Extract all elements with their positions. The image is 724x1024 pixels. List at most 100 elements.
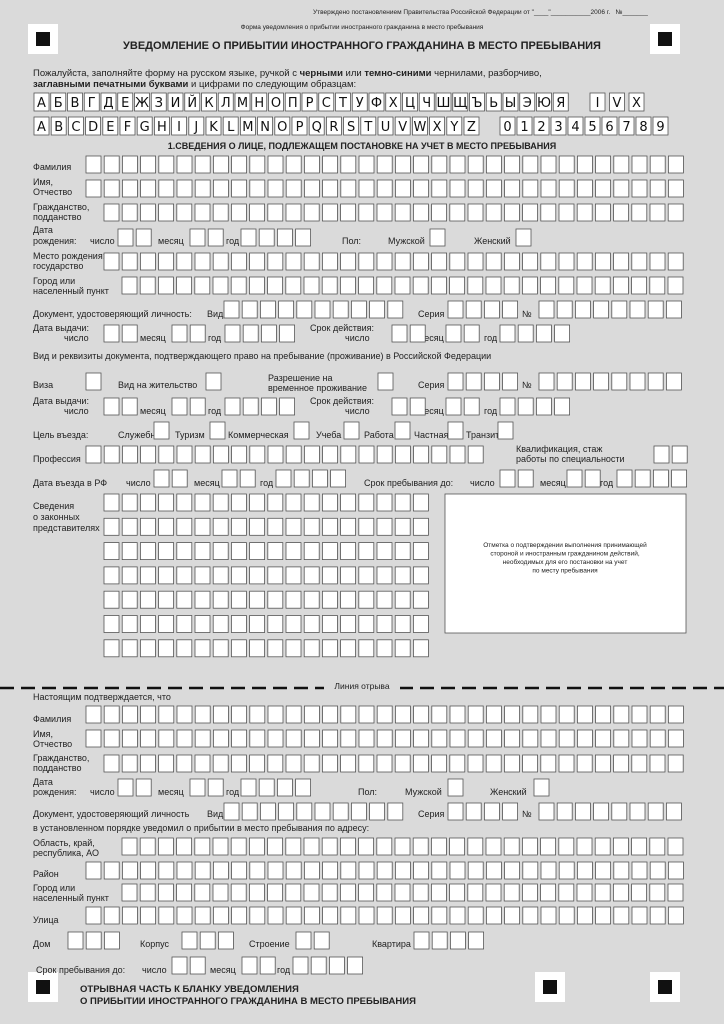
input-box bbox=[413, 705, 430, 724]
input-box bbox=[340, 615, 357, 633]
input-box bbox=[310, 956, 327, 975]
sample-char: E bbox=[106, 120, 114, 135]
sample-box bbox=[301, 92, 318, 112]
input-box bbox=[412, 542, 429, 560]
input-box bbox=[431, 179, 448, 198]
input-box bbox=[394, 861, 411, 880]
tear-label: Линия отрыва bbox=[334, 681, 389, 691]
field-label: работы по специальности bbox=[516, 454, 625, 464]
input-box bbox=[499, 324, 516, 343]
input-box bbox=[485, 203, 502, 222]
input-box bbox=[231, 445, 248, 464]
input-box bbox=[85, 729, 102, 748]
sample-box bbox=[368, 92, 385, 112]
input-box bbox=[285, 754, 302, 773]
input-box bbox=[267, 883, 284, 902]
sample-box bbox=[418, 92, 435, 112]
input-box bbox=[260, 397, 277, 416]
input-box bbox=[321, 590, 338, 609]
input-box bbox=[194, 276, 211, 295]
input-box bbox=[139, 754, 156, 773]
sample-char: U bbox=[381, 120, 391, 135]
input-box bbox=[647, 300, 664, 319]
input-box bbox=[522, 729, 539, 748]
field-label: Дом bbox=[33, 939, 50, 949]
input-box bbox=[103, 324, 120, 343]
input-box bbox=[140, 705, 157, 724]
input-box bbox=[467, 705, 484, 724]
input-box bbox=[629, 300, 646, 319]
input-box bbox=[431, 705, 448, 724]
input-box bbox=[412, 517, 429, 536]
input-box bbox=[350, 300, 367, 319]
input-box bbox=[376, 639, 393, 658]
input-box bbox=[267, 276, 284, 295]
sample-box bbox=[119, 116, 136, 136]
input-box bbox=[158, 493, 175, 512]
note-box bbox=[444, 493, 687, 634]
input-box bbox=[613, 729, 630, 748]
instruction-part: чернилами, разборчиво, bbox=[431, 68, 541, 79]
input-box bbox=[212, 590, 229, 609]
input-box bbox=[449, 252, 466, 271]
input-box bbox=[322, 729, 339, 748]
input-box bbox=[158, 566, 175, 585]
sample-box bbox=[536, 92, 552, 112]
input-box bbox=[103, 517, 120, 536]
input-box bbox=[412, 203, 429, 222]
input-box bbox=[85, 705, 102, 724]
instruction-part: или bbox=[343, 68, 364, 79]
input-box bbox=[339, 837, 356, 856]
sample-char: K bbox=[209, 120, 218, 135]
input-box bbox=[176, 252, 193, 271]
field-label: Женский bbox=[474, 236, 511, 246]
input-box bbox=[376, 203, 393, 222]
input-box bbox=[499, 397, 516, 416]
input-box bbox=[230, 203, 247, 222]
field-label: подданство bbox=[33, 763, 81, 773]
sample-char: С bbox=[322, 96, 331, 111]
input-box bbox=[412, 639, 429, 658]
input-box bbox=[394, 705, 411, 724]
input-box bbox=[536, 324, 552, 343]
input-box bbox=[613, 906, 630, 925]
input-box bbox=[285, 179, 302, 198]
input-box bbox=[322, 906, 339, 925]
input-box bbox=[340, 252, 357, 271]
input-box bbox=[667, 276, 684, 295]
sample-char: H bbox=[157, 120, 167, 135]
input-box bbox=[303, 590, 320, 609]
input-box bbox=[387, 300, 404, 319]
input-box bbox=[230, 615, 247, 633]
input-box bbox=[267, 639, 284, 658]
input-box bbox=[260, 324, 277, 343]
input-box bbox=[176, 754, 193, 773]
sample-box bbox=[318, 92, 335, 112]
input-box bbox=[121, 542, 138, 560]
input-box bbox=[103, 566, 120, 585]
input-box bbox=[249, 590, 266, 609]
sample-char: В bbox=[71, 96, 80, 111]
input-box bbox=[540, 906, 557, 925]
field-label: Отчество bbox=[33, 739, 72, 749]
sample-box bbox=[102, 116, 119, 136]
input-box bbox=[465, 300, 482, 319]
input-box bbox=[576, 276, 593, 295]
field-label: число bbox=[470, 478, 495, 488]
sample-box bbox=[274, 116, 291, 136]
sample-box bbox=[335, 92, 351, 112]
input-box bbox=[231, 705, 248, 724]
input-box bbox=[212, 837, 229, 856]
input-box bbox=[556, 802, 573, 821]
input-box bbox=[412, 252, 429, 271]
input-box bbox=[122, 861, 138, 880]
sample-char: З bbox=[155, 96, 163, 111]
input-box bbox=[394, 276, 411, 295]
input-box bbox=[121, 566, 138, 585]
input-box bbox=[649, 906, 666, 925]
input-box bbox=[267, 590, 284, 609]
input-box bbox=[522, 883, 538, 902]
input-box bbox=[412, 754, 429, 773]
input-box bbox=[303, 566, 320, 585]
sample-box bbox=[167, 92, 184, 112]
